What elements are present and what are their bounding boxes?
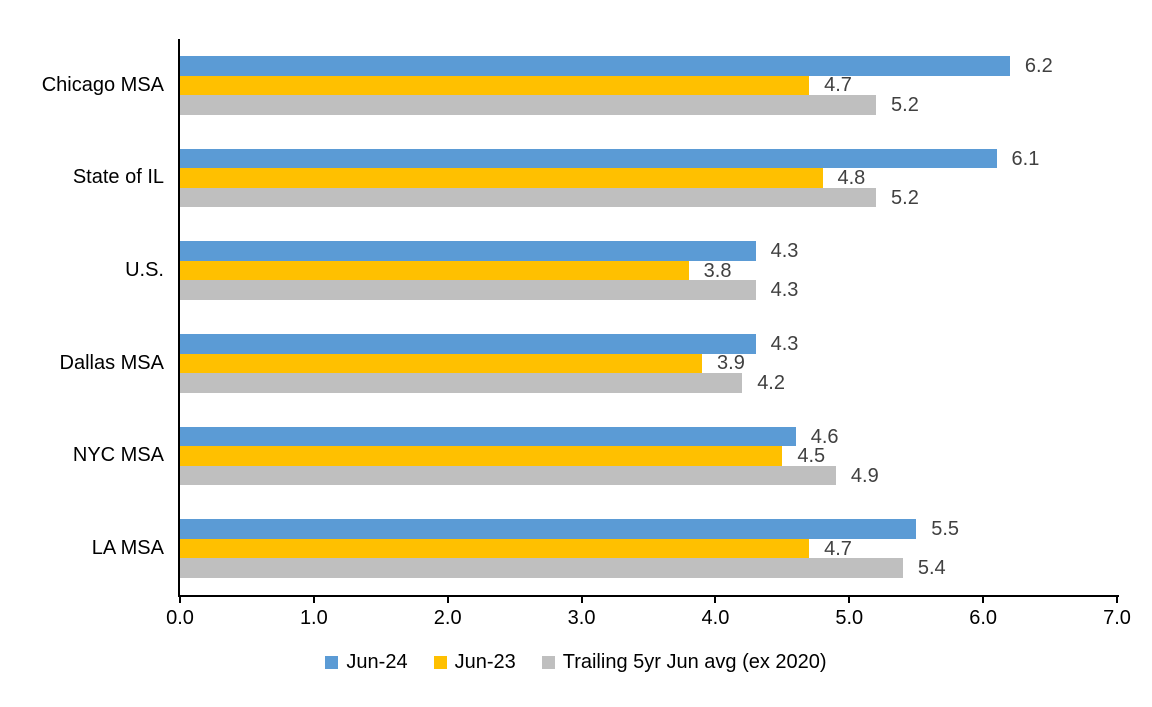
category-label-la-msa: LA MSA <box>91 537 164 560</box>
legend-item-trailing-5yr-jun-avg-ex-2020: Trailing 5yr Jun avg (ex 2020) <box>541 651 827 674</box>
x-tick-label: 7.0 <box>1103 607 1131 629</box>
bar-jun-23-chicago-msa <box>180 75 810 96</box>
data-label: 6.2 <box>1024 54 1053 77</box>
x-tick-label: 2.0 <box>433 607 462 629</box>
data-label: 4.5 <box>797 445 826 467</box>
data-label: 4.8 <box>837 167 866 189</box>
bar-trailing-5yr-jun-avg-ex-2020-u-s <box>180 280 756 300</box>
x-tick-mark <box>714 597 717 603</box>
category-label-u-s: U.S. <box>125 259 164 282</box>
bar-trailing-5yr-jun-avg-ex-2020-la-msa <box>180 558 903 578</box>
bar-jun-23-dallas-msa <box>180 353 703 374</box>
data-label: 4.3 <box>770 332 799 355</box>
data-label: 6.1 <box>1011 147 1040 170</box>
data-label: 4.3 <box>770 240 799 263</box>
x-tick-mark <box>312 597 315 603</box>
x-axis-line <box>178 595 1119 597</box>
x-tick-mark <box>1116 597 1118 603</box>
category-label-dallas-msa: Dallas MSA <box>59 351 164 374</box>
legend-swatch-icon <box>541 656 555 669</box>
bar-jun-23-la-msa <box>180 538 810 559</box>
legend-label: Jun-23 <box>454 651 516 673</box>
x-tick-label: 4.0 <box>701 607 730 629</box>
data-label: 4.7 <box>824 74 852 97</box>
legend-swatch-icon <box>325 656 339 669</box>
x-tick-mark <box>848 597 851 603</box>
category-label-chicago-msa: Chicago MSA <box>41 73 164 96</box>
bar-trailing-5yr-jun-avg-ex-2020-dallas-msa <box>180 373 743 393</box>
bar-jun-24-nyc-msa <box>180 426 796 447</box>
bar-jun-23-state-of-il <box>180 168 823 188</box>
x-tick-label: 0.0 <box>166 607 194 629</box>
data-label: 5.4 <box>917 557 946 580</box>
data-label: 4.9 <box>850 464 879 487</box>
legend-swatch-icon <box>433 656 447 669</box>
legend: Jun-24 Jun-23 Trailing 5yr Jun avg (ex 202… <box>0 651 1152 674</box>
y-axis-line <box>178 39 180 597</box>
bar-jun-24-u-s <box>180 241 756 261</box>
x-tick-label: 1.0 <box>299 607 328 629</box>
x-tick-label: 3.0 <box>567 607 596 629</box>
plot-area: 6.2 4.7 5.2 6.1 4.8 5.2 4.3 3.8 4.3 4.3 3.9 4.2 4.6 4… <box>180 39 1117 595</box>
data-label: 3.9 <box>717 352 745 375</box>
x-tick-label: 5.0 <box>835 607 864 629</box>
bar-jun-24-dallas-msa <box>180 334 756 354</box>
data-label: 3.8 <box>703 259 732 282</box>
category-label-state-of-il: State of IL <box>72 166 164 189</box>
data-label: 5.2 <box>891 93 919 116</box>
x-tick-mark <box>982 597 985 603</box>
data-label: 4.2 <box>757 371 785 394</box>
legend-item-jun-23: Jun-23 <box>433 651 516 674</box>
bar-trailing-5yr-jun-avg-ex-2020-nyc-msa <box>180 465 836 486</box>
legend-label: Jun-24 <box>346 651 408 673</box>
data-label: 4.7 <box>824 537 852 560</box>
x-tick-mark <box>580 597 583 603</box>
legend-label: Trailing 5yr Jun avg (ex 2020) <box>562 651 827 673</box>
x-tick-mark <box>446 597 449 603</box>
data-label: 4.6 <box>810 425 839 448</box>
data-label: 5.5 <box>931 518 960 541</box>
bar-trailing-5yr-jun-avg-ex-2020-chicago-msa <box>180 95 877 115</box>
category-label-nyc-msa: NYC MSA <box>72 444 164 467</box>
x-tick-label: 6.0 <box>969 607 998 629</box>
bar-jun-24-la-msa <box>180 519 917 539</box>
data-label: 4.3 <box>770 279 799 302</box>
bar-jun-24-state-of-il <box>180 148 997 169</box>
bar-jun-24-chicago-msa <box>180 56 1010 76</box>
legend-item-jun-24: Jun-24 <box>325 651 408 674</box>
x-tick-mark <box>179 597 181 603</box>
bar-jun-23-u-s <box>180 260 689 281</box>
bar-trailing-5yr-jun-avg-ex-2020-state-of-il <box>180 187 877 208</box>
bar-jun-23-nyc-msa <box>180 446 783 466</box>
data-label: 5.2 <box>891 186 919 209</box>
